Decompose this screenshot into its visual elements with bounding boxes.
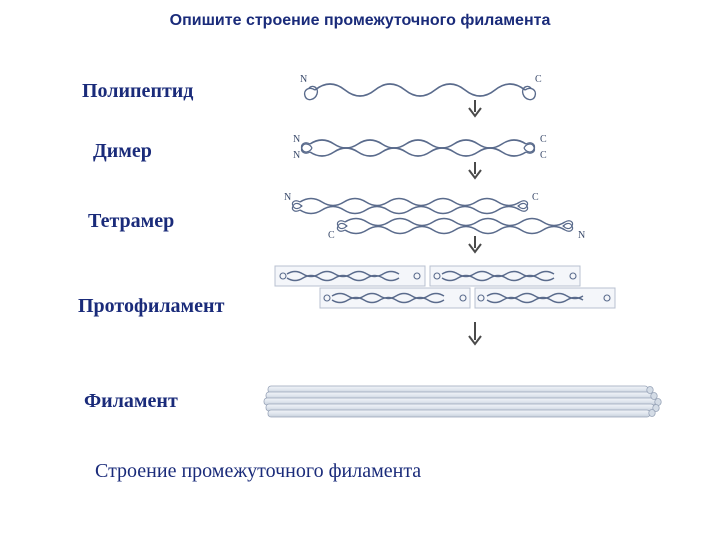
diagram-caption: Строение промежуточного филамента [95,460,421,483]
terminal-n: N [293,134,300,145]
label-tetramer: Тетрамер [88,210,174,233]
terminal-n: N [578,230,585,241]
stage-dimer: N N C C [285,128,585,168]
arrow-icon [465,160,485,182]
terminal-c: C [540,150,547,161]
stage-tetramer: N C C N [270,188,610,243]
label-filament: Филамент [84,390,178,413]
arrow-icon [465,234,485,256]
label-polypeptide: Полипептид [82,80,193,103]
arrow-icon [465,98,485,120]
label-dimer: Димер [93,140,152,163]
terminal-c: C [532,192,539,203]
terminal-c: C [540,134,547,145]
terminal-c: C [535,74,542,85]
terminal-n: N [300,74,307,85]
terminal-n: N [293,150,300,161]
stage-protofilament [265,258,625,318]
stage-polypeptide: N C [295,70,575,110]
label-protofilament: Протофиламент [78,295,224,318]
terminal-n: N [284,192,291,203]
assembly-diagram: N C N N C C [265,60,685,460]
arrow-icon [465,320,485,348]
terminal-c: C [328,230,335,241]
stage-filament [260,380,670,430]
page-title: Опишите строение промежуточного филамент… [0,12,720,30]
